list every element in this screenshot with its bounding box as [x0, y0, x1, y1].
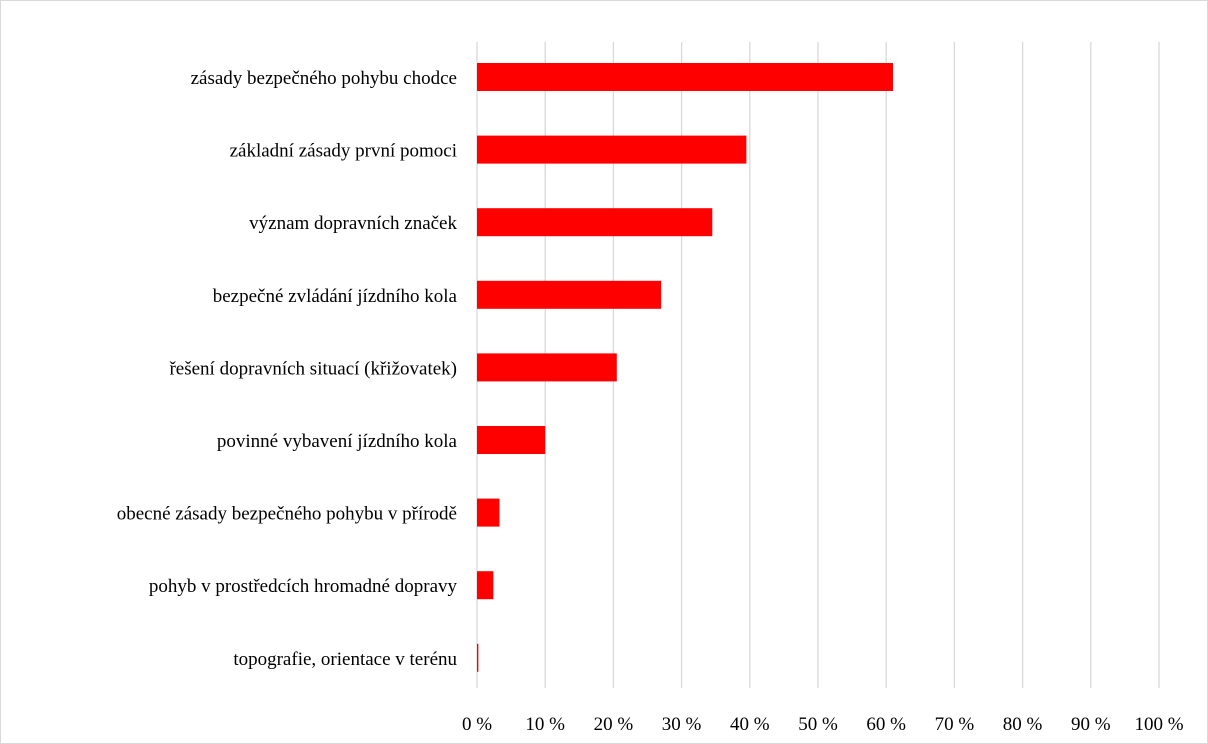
bar [477, 208, 713, 237]
category-label: pohyb v prostředcích hromadné dopravy [149, 576, 458, 597]
x-tick-label: 100 % [1134, 714, 1183, 735]
bar [477, 426, 546, 454]
x-tick-label: 30 % [662, 714, 702, 735]
x-tick-label: 0 % [462, 714, 492, 735]
category-label: obecné zásady bezpečného pohybu v přírod… [117, 504, 457, 525]
bars [477, 63, 894, 672]
category-labels: zásady bezpečného pohybu chodce základní … [117, 68, 458, 670]
category-label: povinné vybavení jízdního kola [217, 431, 458, 452]
x-tick-label: 20 % [594, 714, 634, 735]
category-label: zásady bezpečného pohybu chodce [191, 68, 457, 89]
bar [477, 63, 894, 91]
x-tick-label: 90 % [1071, 714, 1111, 735]
bar [477, 643, 479, 672]
x-tick-label: 50 % [798, 714, 838, 735]
bar [477, 353, 617, 382]
x-tick-label: 60 % [866, 714, 906, 735]
category-label: význam dopravních značek [249, 213, 457, 234]
category-label: topografie, orientace v terénu [233, 649, 457, 670]
bar [477, 498, 500, 527]
bar [477, 280, 662, 309]
x-tick-label: 80 % [1003, 714, 1043, 735]
bar [477, 571, 494, 600]
category-label: bezpečné zvládání jízdního kola [213, 286, 458, 307]
x-axis-tick-labels: 0 % 10 % 20 % 30 % 40 % 50 % 60 % 70 % 80 % 90 % 1… [462, 714, 1184, 735]
x-tick-label: 10 % [525, 714, 565, 735]
category-label: řešení dopravních situací (křižovatek) [169, 358, 457, 379]
category-label: základní zásady první pomoci [230, 141, 457, 162]
bar [477, 135, 747, 164]
x-tick-label: 70 % [935, 714, 975, 735]
x-tick-label: 40 % [730, 714, 770, 735]
